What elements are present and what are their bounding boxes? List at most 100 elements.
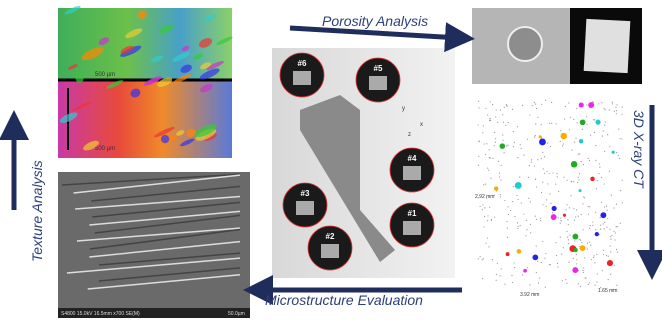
pore — [620, 138, 621, 139]
pore — [478, 197, 479, 198]
pore — [496, 274, 497, 275]
pore — [595, 285, 596, 286]
pore — [536, 245, 537, 246]
pore — [567, 237, 568, 238]
pore — [605, 109, 606, 110]
pore — [610, 236, 611, 237]
pore — [485, 184, 486, 185]
pore — [529, 165, 530, 166]
pore — [542, 182, 543, 183]
pore — [541, 104, 542, 105]
pore — [498, 161, 499, 162]
pore — [612, 151, 615, 154]
pore — [591, 259, 592, 260]
pore — [536, 108, 537, 109]
pore — [586, 116, 587, 117]
pore — [487, 237, 488, 238]
pore — [608, 256, 609, 257]
pore — [535, 135, 536, 136]
pore — [600, 217, 601, 218]
pore — [484, 143, 485, 144]
pore — [530, 201, 531, 202]
pore — [588, 158, 589, 159]
ct-volume: 2.92 mm 3.92 mm 1.65 mm — [468, 90, 630, 305]
pore — [622, 107, 623, 108]
pore — [568, 224, 569, 225]
pore — [543, 168, 544, 169]
pore — [621, 138, 622, 139]
pore — [487, 215, 488, 216]
pore — [577, 182, 578, 183]
pore — [568, 262, 569, 263]
pore — [547, 142, 548, 143]
pore — [593, 257, 594, 258]
pore — [513, 186, 514, 187]
pore — [530, 232, 531, 233]
pore — [518, 226, 519, 227]
pore — [586, 104, 587, 105]
sem-info: S4800 15.0kV 16.5mm x700 SE(M) — [61, 311, 140, 317]
pore — [581, 161, 582, 162]
pore — [581, 242, 582, 243]
pore — [613, 231, 614, 232]
pore — [566, 231, 567, 232]
pore — [482, 209, 483, 210]
pore — [521, 148, 522, 149]
pore — [610, 245, 611, 246]
pore — [495, 138, 496, 139]
pore — [488, 246, 489, 247]
pore — [574, 248, 578, 252]
pore — [536, 219, 537, 220]
pore — [504, 200, 505, 201]
pore — [512, 109, 513, 110]
pore — [523, 154, 524, 155]
pore — [551, 123, 552, 124]
axis-label: x — [420, 122, 423, 128]
pore — [549, 193, 550, 194]
pore — [488, 170, 489, 171]
pore — [500, 275, 501, 276]
pore — [565, 279, 566, 280]
pore — [486, 143, 487, 144]
pore — [510, 210, 511, 211]
pore — [545, 287, 546, 288]
pore — [514, 262, 515, 263]
pore — [478, 165, 479, 166]
pore — [609, 146, 610, 147]
pore — [603, 250, 604, 251]
pore — [504, 283, 505, 284]
pore — [573, 208, 574, 209]
pore — [537, 159, 538, 160]
pore — [595, 160, 596, 161]
pore — [506, 145, 507, 146]
section-shape — [293, 71, 311, 85]
pore — [482, 204, 483, 205]
pore — [583, 267, 584, 268]
arrow-label: Texture Analysis — [29, 160, 45, 262]
pore — [588, 214, 589, 215]
pore — [572, 150, 573, 151]
pore — [507, 228, 508, 229]
pore — [507, 145, 508, 146]
pore — [604, 206, 605, 207]
pore — [479, 140, 480, 141]
pore — [563, 177, 564, 178]
pore — [604, 151, 605, 152]
pore — [541, 158, 542, 159]
pore — [542, 241, 543, 242]
pore — [590, 245, 591, 246]
pore — [536, 186, 537, 187]
pore — [598, 103, 599, 104]
pore — [527, 267, 528, 268]
section-label: #5 — [374, 64, 383, 73]
pore — [607, 260, 613, 266]
pore — [560, 133, 567, 140]
pore — [512, 201, 513, 202]
pore — [523, 213, 524, 214]
pore — [478, 124, 479, 125]
pore — [544, 258, 545, 259]
pore — [517, 199, 518, 200]
pore — [610, 251, 611, 252]
pore — [494, 195, 495, 196]
pore — [513, 131, 514, 132]
